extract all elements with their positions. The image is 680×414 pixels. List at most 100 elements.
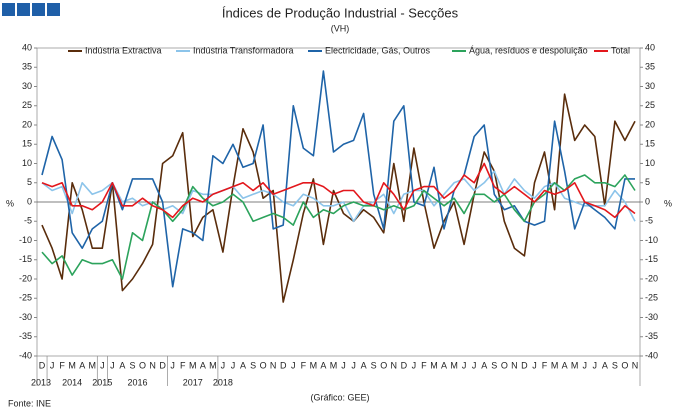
x-tick-label: D (280, 360, 287, 370)
x-tick-label: J (412, 360, 417, 370)
x-tick-label: A (481, 360, 487, 370)
x-tick-label: S (250, 360, 256, 370)
x-tick-label: A (562, 360, 568, 370)
x-tick-label: N (632, 360, 639, 370)
x-tick-label: A (441, 360, 447, 370)
credit: (Gráfico: GEE) (310, 392, 369, 402)
x-tick-label: M (189, 360, 197, 370)
y-tick-label: -15 (19, 254, 32, 264)
legend-label: Água, resíduos e despoluição (469, 45, 588, 55)
year-label: 2016 (127, 377, 147, 387)
y-tick-label: 15 (22, 139, 32, 149)
y2-tick-label: -40 (645, 350, 658, 360)
x-tick-label: M (68, 360, 76, 370)
x-tick-label: O (380, 360, 387, 370)
y-tick-label: 30 (22, 81, 32, 91)
y-axis-label: % (6, 198, 14, 208)
y2-tick-label: 5 (645, 177, 650, 187)
year-label: 2018 (213, 377, 233, 387)
x-tick-label: S (612, 360, 618, 370)
y-tick-label: 5 (27, 177, 32, 187)
y2-tick-label: 40 (645, 42, 655, 52)
x-tick-label: A (320, 360, 326, 370)
y2-tick-label: 0 (645, 196, 650, 206)
x-tick-label: J (110, 360, 115, 370)
y2-tick-label: -5 (645, 216, 653, 226)
y2-tick-label: -25 (645, 293, 658, 303)
y-tick-label: 40 (22, 42, 32, 52)
y2-tick-label: 35 (645, 62, 655, 72)
chart-subtitle: (VH) (331, 23, 350, 33)
x-tick-label: A (602, 360, 608, 370)
x-tick-label: M (430, 360, 438, 370)
x-tick-label: J (472, 360, 477, 370)
x-tick-label: A (361, 360, 367, 370)
legend-label: Total (611, 45, 630, 55)
y-tick-label: -5 (24, 216, 32, 226)
x-tick-label: N (511, 360, 518, 370)
year-label: 2017 (183, 377, 203, 387)
x-tick-label: J (170, 360, 175, 370)
x-tick-label: D (401, 360, 408, 370)
y-tick-label: -20 (19, 273, 32, 283)
y-tick-label: 20 (22, 119, 32, 129)
x-tick-label: J (50, 360, 55, 370)
y2-tick-label: 15 (645, 139, 655, 149)
y-tick-label: 0 (27, 196, 32, 206)
chart-title: Índices de Produção Industrial - Secções (222, 5, 459, 20)
x-tick-label: M (571, 360, 579, 370)
x-tick-label: O (139, 360, 146, 370)
x-tick-label: F (180, 360, 186, 370)
x-tick-label: J (231, 360, 236, 370)
x-tick-label: F (301, 360, 307, 370)
y-tick-label: -35 (19, 331, 32, 341)
y2-tick-label: -10 (645, 235, 658, 245)
y2-tick-label: 20 (645, 119, 655, 129)
x-tick-label: S (491, 360, 497, 370)
x-tick-label: N (270, 360, 277, 370)
series-line (41, 93, 636, 303)
x-tick-label: D (39, 360, 46, 370)
x-tick-label: M (551, 360, 559, 370)
source: Fonte: INE (8, 398, 51, 408)
x-tick-label: F (59, 360, 65, 370)
series-line (41, 170, 636, 223)
series-line (41, 162, 636, 219)
x-tick-label: M (310, 360, 318, 370)
y-tick-label: -40 (19, 350, 32, 360)
y2-tick-label: -30 (645, 312, 658, 322)
x-tick-label: S (371, 360, 377, 370)
x-tick-label: A (79, 360, 85, 370)
y-tick-label: -25 (19, 293, 32, 303)
y-tick-label: 25 (22, 100, 32, 110)
x-tick-label: J (291, 360, 296, 370)
x-tick-label: M (450, 360, 458, 370)
legend-label: Indústria Extractiva (85, 45, 162, 55)
x-tick-label: J (593, 360, 598, 370)
x-tick-label: J (462, 360, 467, 370)
y2-tick-label: 10 (645, 158, 655, 168)
x-tick-label: J (221, 360, 226, 370)
y2-tick-label: -20 (645, 273, 658, 283)
y-tick-label: -30 (19, 312, 32, 322)
x-tick-label: D (521, 360, 528, 370)
x-tick-label: M (209, 360, 217, 370)
y2-tick-label: 30 (645, 81, 655, 91)
x-tick-label: J (341, 360, 346, 370)
x-tick-label: A (119, 360, 125, 370)
x-tick-label: J (351, 360, 356, 370)
legend-label: Electricidade, Gás, Outros (325, 45, 431, 55)
x-tick-label: J (100, 360, 105, 370)
y2-axis-label: % (664, 198, 672, 208)
y2-tick-label: -15 (645, 254, 658, 264)
x-tick-label: M (89, 360, 97, 370)
y2-tick-label: -35 (645, 331, 658, 341)
logo (2, 3, 60, 16)
y-tick-label: 10 (22, 158, 32, 168)
y-tick-label: 35 (22, 62, 32, 72)
y2-tick-label: 25 (645, 100, 655, 110)
legend-label: Indústria Transformadora (193, 45, 294, 55)
x-tick-label: J (532, 360, 537, 370)
x-tick-label: A (240, 360, 246, 370)
